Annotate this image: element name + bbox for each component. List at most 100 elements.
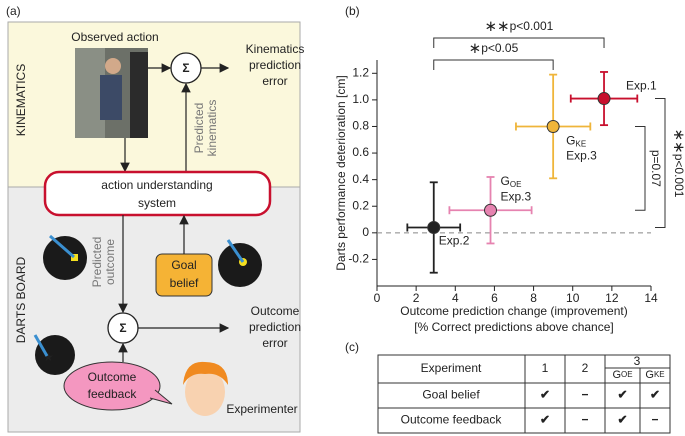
group-letter: G bbox=[645, 369, 654, 381]
y-tick-label: 0 bbox=[362, 225, 369, 239]
table-cell: ✔ bbox=[540, 413, 550, 427]
bracket bbox=[433, 59, 554, 70]
label: Observed action bbox=[71, 30, 158, 44]
label: feedback bbox=[88, 387, 138, 401]
table-subheader: GOE bbox=[612, 369, 632, 381]
panel-label: (a) bbox=[6, 4, 21, 18]
photo bbox=[75, 48, 148, 138]
point-label: Exp.1 bbox=[626, 79, 657, 93]
region-label: DARTS BOARD bbox=[14, 256, 28, 343]
significance-label: p=0.07 bbox=[649, 150, 663, 187]
y-tick-label: -0.2 bbox=[348, 252, 369, 266]
dartboard bbox=[43, 234, 87, 280]
point-label: Exp.2 bbox=[439, 234, 470, 248]
x-tick-label: 12 bbox=[605, 291, 619, 305]
svg-text:★: ★ bbox=[43, 350, 54, 364]
point-group-label: GKE bbox=[566, 134, 586, 149]
table-header: Experiment bbox=[421, 361, 482, 375]
group-subscript: KE bbox=[575, 140, 586, 149]
label: Kinematics bbox=[246, 42, 305, 56]
dartboard bbox=[218, 239, 262, 287]
x-axis-label: Outcome prediction change (improvement) bbox=[400, 304, 627, 318]
p-value: p<0.001 bbox=[510, 19, 554, 33]
point bbox=[597, 92, 611, 106]
table-cell: ✔ bbox=[650, 388, 660, 402]
x-axis-label: [% Correct predictions above chance] bbox=[414, 320, 613, 334]
row-label: Goal belief bbox=[422, 388, 480, 402]
bracket bbox=[635, 125, 646, 211]
point-label: Exp.3 bbox=[566, 149, 597, 163]
label: error bbox=[262, 336, 287, 350]
label: prediction bbox=[249, 58, 301, 72]
sum-symbol: Σ bbox=[119, 321, 126, 335]
table-header: 2 bbox=[582, 361, 589, 375]
group-letter: G bbox=[566, 134, 575, 148]
stars: ∗∗ bbox=[484, 18, 509, 35]
stars: ∗∗ bbox=[670, 129, 685, 154]
y-tick-label: 1.2 bbox=[352, 65, 369, 79]
y-axis-label: Darts performance deterioration [cm] bbox=[334, 75, 348, 270]
group-subscript: KE bbox=[654, 370, 665, 379]
table-subheader: GKE bbox=[645, 369, 664, 381]
p-value: p<0.001 bbox=[672, 154, 685, 198]
x-tick-label: 0 bbox=[374, 291, 381, 305]
experimenter-face bbox=[183, 361, 228, 416]
label: Outcome bbox=[251, 304, 300, 318]
label: Goal bbox=[171, 258, 196, 272]
table-cell: ✔ bbox=[617, 388, 627, 402]
label: system bbox=[138, 196, 176, 210]
group-subscript: OE bbox=[621, 370, 633, 379]
p-value: p=0.07 bbox=[649, 150, 663, 187]
table-cell: − bbox=[651, 413, 658, 427]
y-tick-label: 1.0 bbox=[352, 92, 369, 106]
group-subscript: OE bbox=[510, 180, 522, 189]
point bbox=[427, 221, 441, 235]
table-cell: − bbox=[581, 388, 588, 402]
group-letter: G bbox=[612, 369, 621, 381]
row-label: Outcome feedback bbox=[401, 413, 503, 427]
x-tick-label: 6 bbox=[491, 291, 498, 305]
sum-symbol: Σ bbox=[182, 61, 189, 75]
speech-bubble bbox=[63, 361, 173, 411]
table-cell: ✔ bbox=[617, 413, 627, 427]
label: kinematics bbox=[205, 100, 219, 157]
point bbox=[484, 203, 498, 217]
label: error bbox=[262, 74, 287, 88]
significance-label: ∗∗p<0.001 bbox=[670, 129, 685, 198]
point-group-label: GOE bbox=[501, 174, 522, 189]
table-header: 3 bbox=[634, 354, 641, 368]
label: Predicted bbox=[192, 103, 206, 154]
label: Experimenter bbox=[226, 402, 297, 416]
x-tick-label: 14 bbox=[644, 291, 658, 305]
y-tick-label: 0.8 bbox=[352, 119, 369, 133]
label: prediction bbox=[249, 320, 301, 334]
stars: ∗ bbox=[469, 40, 482, 57]
label: outcome bbox=[103, 239, 117, 285]
point-label: Exp.3 bbox=[501, 189, 532, 203]
panel-label: (c) bbox=[345, 340, 359, 354]
label: action understanding bbox=[101, 178, 212, 192]
significance-label: ∗∗p<0.001 bbox=[484, 18, 553, 35]
label: belief bbox=[170, 276, 199, 290]
table-cell: − bbox=[581, 413, 588, 427]
label: Predicted bbox=[90, 237, 104, 288]
region-label: KINEMATICS bbox=[14, 64, 28, 136]
x-tick-label: 2 bbox=[413, 291, 420, 305]
point bbox=[546, 119, 560, 133]
group-letter: G bbox=[501, 174, 510, 188]
bracket bbox=[655, 98, 666, 229]
system-box bbox=[43, 170, 272, 217]
label: Outcome bbox=[88, 370, 137, 384]
table-cell: ✔ bbox=[540, 388, 550, 402]
p-value: p<0.05 bbox=[481, 41, 518, 55]
x-tick-label: 8 bbox=[530, 291, 537, 305]
kinematics-region bbox=[7, 21, 301, 188]
bracket bbox=[433, 37, 605, 48]
table-header: 1 bbox=[542, 361, 549, 375]
dartboard: ★ bbox=[33, 334, 75, 375]
x-tick-label: 10 bbox=[566, 291, 580, 305]
y-tick-label: 0.4 bbox=[352, 172, 369, 186]
y-tick-label: 0.2 bbox=[352, 198, 369, 212]
y-tick-label: 0.6 bbox=[352, 145, 369, 159]
